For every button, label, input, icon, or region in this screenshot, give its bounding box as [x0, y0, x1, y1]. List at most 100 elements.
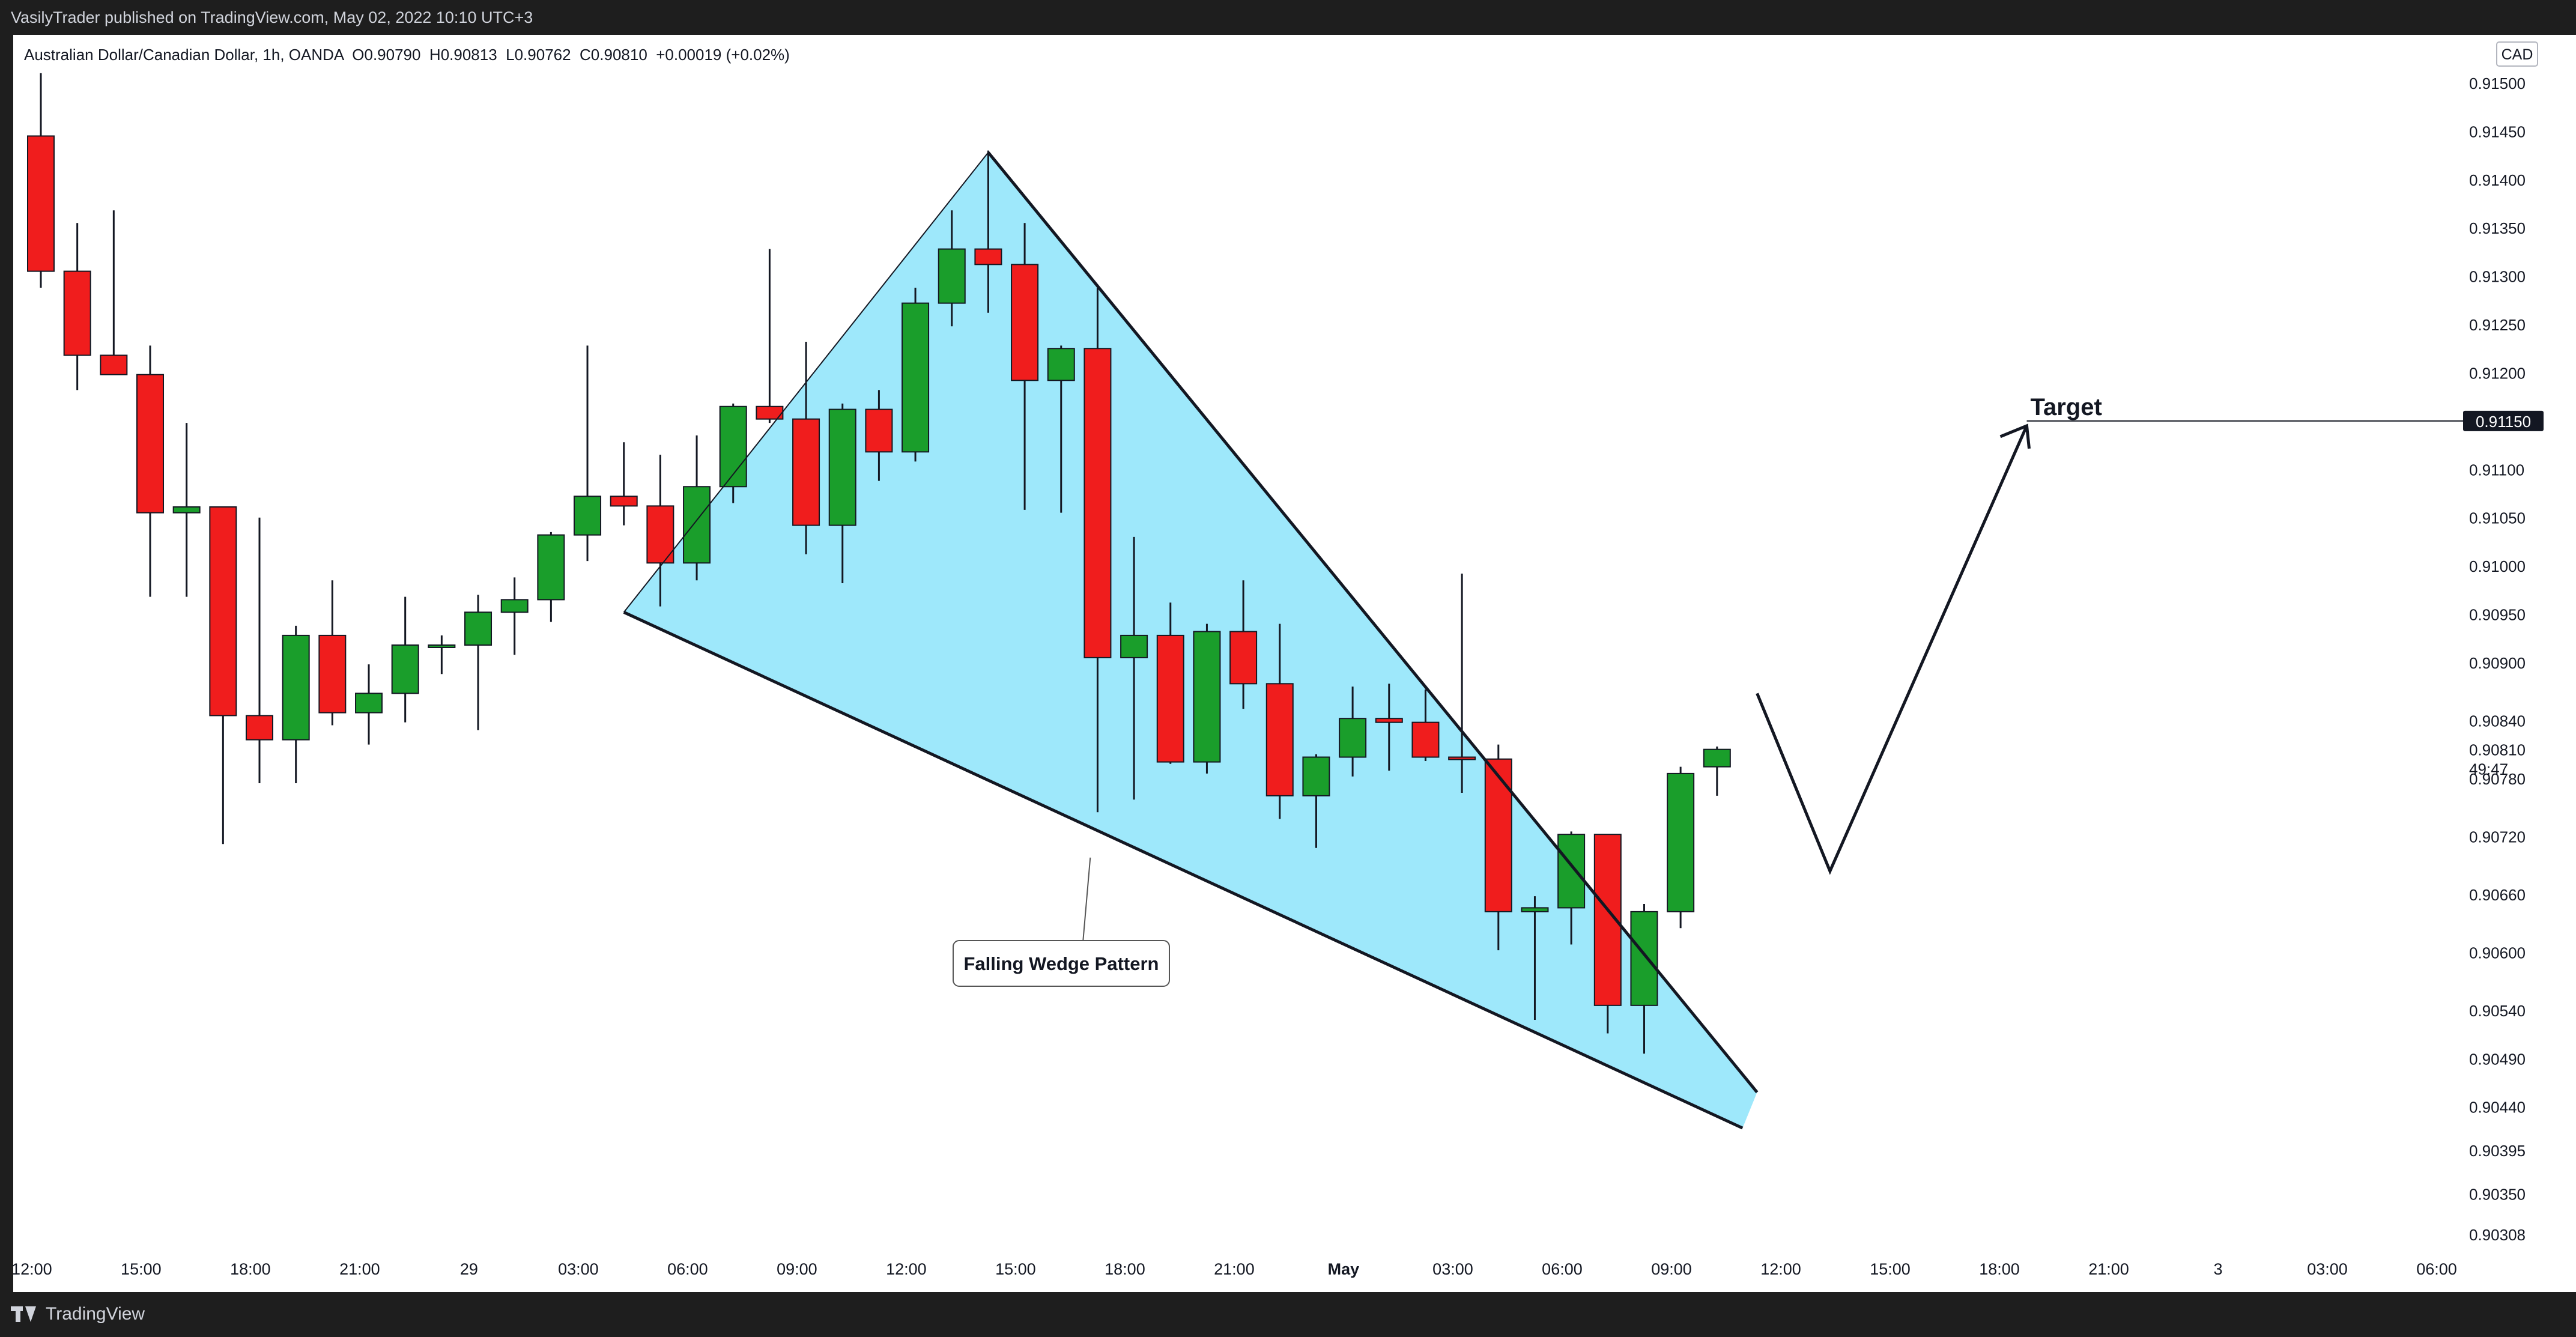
price-tick: 0.91000 [2469, 557, 2526, 575]
candle [318, 634, 347, 714]
candle [938, 248, 966, 304]
time-tick: May [1328, 1260, 1360, 1278]
chart-panel[interactable]: Target Falling Wedge Pattern 0.91500 0.9145… [13, 35, 2576, 1292]
candle [63, 270, 91, 356]
time-tick: 09:00 [777, 1260, 817, 1278]
price-tick: 0.91450 [2469, 123, 2526, 141]
tradingview-brand[interactable]: TradingView [11, 1304, 145, 1324]
price-tick: 0.91250 [2469, 316, 2526, 334]
price-tick: 0.90810 [2469, 741, 2526, 759]
candle [282, 634, 310, 741]
candle [1011, 264, 1039, 381]
price-tick: 0.90950 [2469, 606, 2526, 624]
wedge-upper-trendline [987, 151, 1759, 1094]
countdown-label: 49:47 [2469, 760, 2508, 778]
price-tick: 0.91050 [2469, 509, 2526, 527]
price-tick: 0.90308 [2469, 1226, 2526, 1244]
publisher-text: VasilyTrader published on TradingView.co… [11, 8, 533, 26]
candle [574, 496, 602, 536]
projected-arrowhead [1999, 423, 2031, 449]
candle [792, 418, 820, 526]
footer-bar: TradingView [0, 1292, 2576, 1337]
candle [355, 693, 383, 714]
candle [1375, 718, 1403, 723]
candle [1521, 907, 1549, 912]
candle [1557, 834, 1586, 909]
time-tick: 03:00 [558, 1260, 599, 1278]
candle [683, 486, 711, 564]
target-price-tag-text: 0.91150 [2476, 413, 2531, 431]
candle [902, 302, 930, 453]
candle [209, 506, 237, 717]
time-tick: 06:00 [667, 1260, 708, 1278]
projected-path [1756, 425, 2028, 875]
left-strip [0, 35, 13, 1292]
candle [1448, 756, 1476, 760]
callout-pointer [1082, 857, 1151, 941]
symbol-header: Australian Dollar/Canadian Dollar, 1h, O… [24, 46, 790, 64]
price-tick: 0.91400 [2469, 171, 2526, 189]
candle [1411, 721, 1440, 758]
candle [391, 644, 419, 694]
price-tick: 0.90900 [2469, 654, 2526, 672]
time-tick: 18:00 [1979, 1260, 2020, 1278]
time-tick: 06:00 [1542, 1260, 1583, 1278]
price-tick: 0.91100 [2469, 461, 2524, 479]
time-tick: 15:00 [995, 1260, 1036, 1278]
candle [1302, 756, 1330, 796]
candle [974, 248, 1002, 265]
time-tick: 21:00 [339, 1260, 380, 1278]
price-tick: 0.90395 [2469, 1142, 2526, 1160]
candle [1265, 683, 1294, 796]
candle [1047, 348, 1075, 381]
time-tick: 18:00 [230, 1260, 271, 1278]
candle [100, 354, 128, 375]
candle [719, 405, 747, 488]
candle [500, 599, 529, 613]
time-tick: 06:00 [2416, 1260, 2457, 1278]
time-tick: 18:00 [1105, 1260, 1145, 1278]
target-label: Target [2031, 394, 2102, 420]
time-tick: 3 [2214, 1260, 2223, 1278]
time-tick: 12:00 [13, 1260, 52, 1278]
callout-label: Falling Wedge Pattern [964, 953, 1159, 974]
candle [1193, 631, 1221, 763]
price-tick: 0.90440 [2469, 1099, 2526, 1117]
price-tick: 0.91300 [2469, 268, 2526, 286]
time-tick: 12:00 [1760, 1260, 1801, 1278]
time-tick: 15:00 [1870, 1260, 1911, 1278]
time-tick: 03:00 [1432, 1260, 1473, 1278]
time-tick: 21:00 [2088, 1260, 2129, 1278]
candle [1339, 718, 1367, 758]
candle [1120, 634, 1148, 658]
candle [1156, 634, 1184, 763]
candle [246, 715, 274, 741]
candle [1630, 911, 1658, 1006]
tradingview-logo-icon [11, 1305, 37, 1323]
price-tick: 0.90600 [2469, 944, 2526, 962]
publisher-bar: VasilyTrader published on TradingView.co… [0, 0, 2576, 35]
price-tick: 0.90540 [2469, 1002, 2526, 1020]
candle [136, 374, 165, 514]
candle [172, 506, 201, 514]
price-tick: 0.90780 [2469, 770, 2526, 788]
candle [27, 135, 55, 272]
callout-box [953, 940, 1170, 987]
wedge-left-edge [623, 152, 989, 613]
candle [464, 611, 492, 646]
price-tick: 0.90840 [2469, 712, 2526, 730]
candle [1484, 758, 1512, 912]
currency-label: CAD [2502, 46, 2533, 63]
chart-canvas[interactable]: Target Falling Wedge Pattern 0.91500 0.9145… [13, 35, 2576, 1292]
price-tick: 0.91500 [2469, 74, 2526, 92]
time-tick: 12:00 [886, 1260, 927, 1278]
candle [646, 505, 674, 564]
currency-badge [2496, 41, 2538, 67]
price-tick: 0.90660 [2469, 886, 2526, 904]
wedge-lower-trendline [623, 611, 1744, 1130]
candle [1667, 772, 1695, 912]
time-tick: 29 [460, 1260, 478, 1278]
time-tick: 21:00 [1214, 1260, 1255, 1278]
wedge-fill [623, 152, 1757, 1129]
time-tick: 15:00 [121, 1260, 162, 1278]
